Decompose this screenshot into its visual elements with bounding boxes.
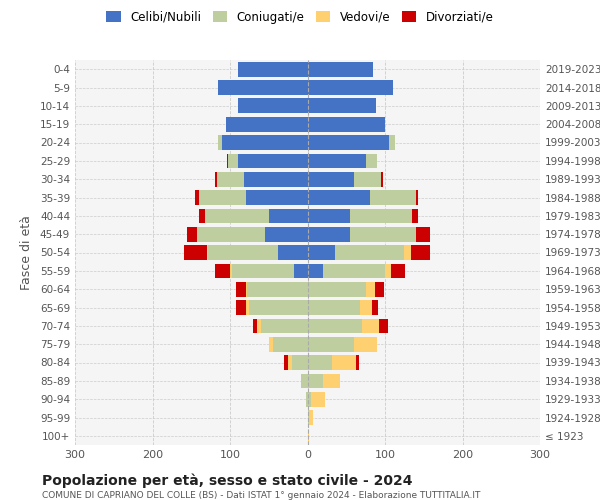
Bar <box>311 392 325 406</box>
Bar <box>308 117 385 132</box>
Bar <box>230 264 232 278</box>
Bar <box>354 337 377 351</box>
Bar <box>238 98 308 113</box>
Bar <box>245 190 308 205</box>
Bar <box>244 172 308 186</box>
Bar <box>381 172 383 186</box>
Bar <box>208 245 278 260</box>
Bar <box>245 282 247 296</box>
Bar <box>199 190 245 205</box>
Bar <box>308 410 309 425</box>
Bar <box>365 282 375 296</box>
Bar <box>416 227 430 242</box>
Bar <box>308 190 370 205</box>
Bar <box>354 172 381 186</box>
Bar <box>308 135 389 150</box>
Bar <box>293 264 308 278</box>
Bar <box>236 282 245 296</box>
Bar <box>308 62 373 76</box>
Bar <box>199 208 205 223</box>
Bar <box>308 80 393 95</box>
Bar <box>232 264 293 278</box>
Bar <box>350 208 412 223</box>
Bar <box>308 98 376 113</box>
Bar <box>416 190 418 205</box>
Bar <box>308 355 332 370</box>
Bar <box>278 245 308 260</box>
Bar <box>217 172 244 186</box>
Bar <box>375 282 384 296</box>
Bar <box>247 282 308 296</box>
Y-axis label: Anni di nascita: Anni di nascita <box>596 206 600 298</box>
Bar <box>269 337 272 351</box>
Legend: Celibi/Nubili, Coniugati/e, Vedovi/e, Divorziati/e: Celibi/Nubili, Coniugati/e, Vedovi/e, Di… <box>101 6 499 28</box>
Y-axis label: Fasce di età: Fasce di età <box>20 215 33 290</box>
Bar <box>218 135 222 150</box>
Bar <box>356 355 359 370</box>
Bar <box>360 300 372 315</box>
Bar <box>391 264 405 278</box>
Bar <box>250 300 308 315</box>
Bar <box>404 245 410 260</box>
Bar <box>238 62 308 76</box>
Bar <box>308 172 354 186</box>
Bar <box>226 117 308 132</box>
Bar <box>389 135 395 150</box>
Bar <box>253 318 257 333</box>
Bar <box>332 355 356 370</box>
Bar <box>308 154 365 168</box>
Bar <box>308 300 360 315</box>
Bar <box>227 154 229 168</box>
Bar <box>245 300 250 315</box>
Bar <box>269 208 308 223</box>
Bar <box>308 245 335 260</box>
Bar <box>261 318 308 333</box>
Bar <box>372 300 378 315</box>
Bar <box>323 264 385 278</box>
Bar <box>257 318 261 333</box>
Bar <box>215 264 230 278</box>
Bar <box>308 374 323 388</box>
Bar <box>265 227 308 242</box>
Bar <box>222 135 308 150</box>
Bar <box>370 190 416 205</box>
Bar <box>323 374 340 388</box>
Bar <box>292 355 308 370</box>
Bar <box>195 190 199 205</box>
Bar <box>215 172 217 186</box>
Bar <box>308 282 365 296</box>
Bar <box>184 245 207 260</box>
Bar <box>187 227 197 242</box>
Bar <box>308 208 350 223</box>
Text: COMUNE DI CAPRIANO DEL COLLE (BS) - Dati ISTAT 1° gennaio 2024 - Elaborazione TU: COMUNE DI CAPRIANO DEL COLLE (BS) - Dati… <box>42 490 481 500</box>
Bar <box>218 80 308 95</box>
Bar <box>236 300 245 315</box>
Bar <box>308 264 323 278</box>
Bar <box>197 227 265 242</box>
Bar <box>205 208 269 223</box>
Bar <box>308 318 362 333</box>
Bar <box>238 154 308 168</box>
Bar <box>306 392 308 406</box>
Bar <box>410 245 430 260</box>
Bar <box>207 245 208 260</box>
Bar <box>362 318 379 333</box>
Bar <box>350 227 416 242</box>
Bar <box>301 374 308 388</box>
Bar <box>412 208 418 223</box>
Bar <box>308 392 311 406</box>
Bar <box>308 227 350 242</box>
Bar <box>229 154 238 168</box>
Bar <box>308 337 354 351</box>
Bar <box>335 245 404 260</box>
Bar <box>308 428 309 443</box>
Bar <box>288 355 292 370</box>
Bar <box>379 318 388 333</box>
Bar <box>272 337 308 351</box>
Bar <box>365 154 377 168</box>
Bar <box>284 355 288 370</box>
Bar <box>385 264 391 278</box>
Bar <box>309 410 313 425</box>
Text: Popolazione per età, sesso e stato civile - 2024: Popolazione per età, sesso e stato civil… <box>42 474 413 488</box>
